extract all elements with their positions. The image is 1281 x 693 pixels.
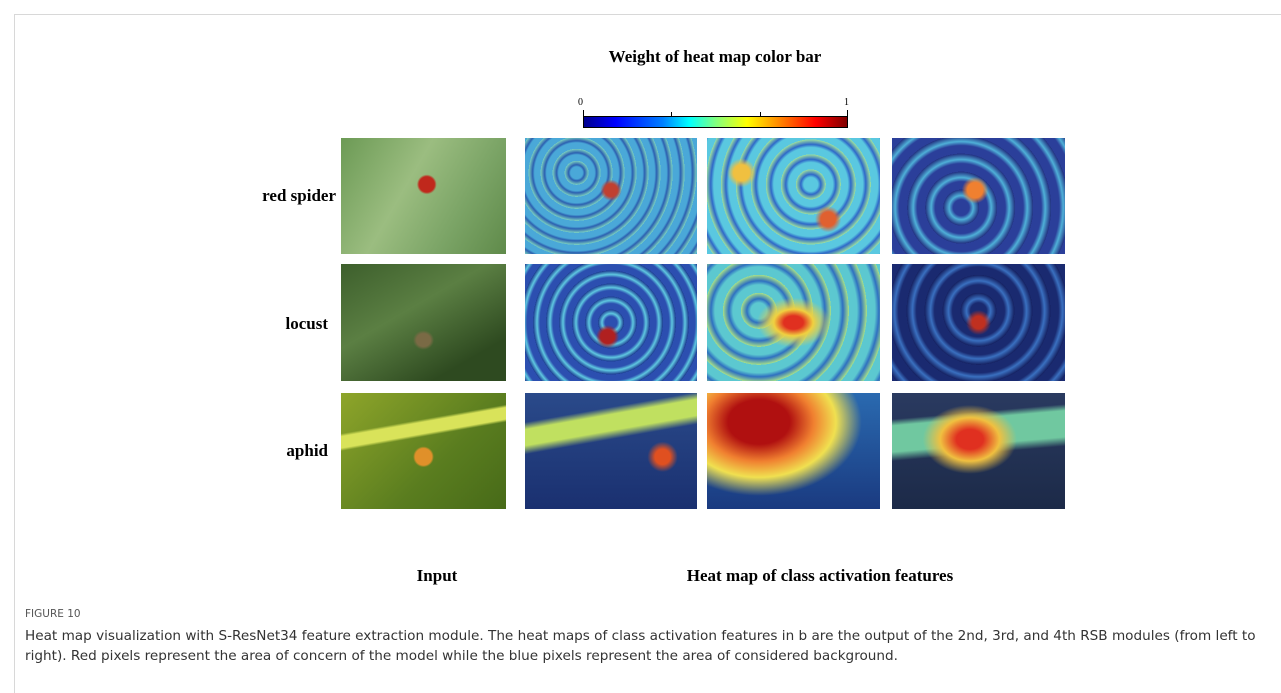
input-image (341, 138, 506, 254)
figure-label: FIGURE 10 (25, 608, 81, 620)
heat-map (707, 138, 880, 254)
colorbar-tick (847, 110, 848, 116)
input-image (341, 393, 506, 509)
colorbar-tick-label: 0 (578, 97, 583, 108)
heat-map (525, 393, 697, 509)
page: Weight of heat map color bar 0 1 red spi… (0, 0, 1281, 693)
heat-map (892, 138, 1065, 254)
heat-map (707, 393, 880, 509)
heat-map (707, 264, 880, 381)
heat-map (892, 264, 1065, 381)
column-label: Heat map of class activation features (600, 566, 1040, 586)
row-label: locust (180, 314, 328, 334)
colorbar-tick (583, 110, 584, 116)
colorbar-tick (760, 112, 761, 116)
row-label: red spider (180, 186, 336, 206)
column-label: Input (337, 566, 537, 586)
colorbar-title: Weight of heat map color bar (520, 47, 910, 67)
colorbar-tick-label: 1 (844, 97, 849, 108)
heat-map (525, 138, 697, 254)
colorbar-tick (671, 112, 672, 116)
input-image (341, 264, 506, 381)
heat-map (525, 264, 697, 381)
row-label: aphid (180, 441, 328, 461)
heat-map (892, 393, 1065, 509)
figure-caption: Heat map visualization with S-ResNet34 f… (25, 626, 1260, 666)
colorbar (583, 116, 848, 128)
